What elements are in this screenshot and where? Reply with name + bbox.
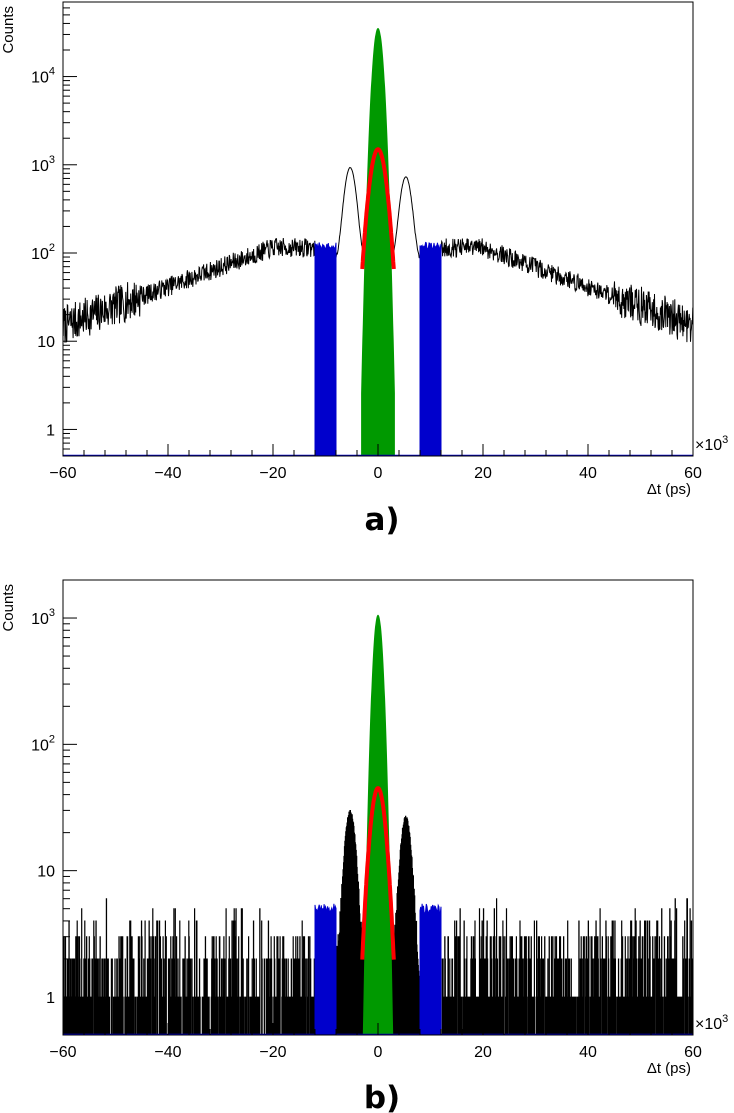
x-tick-label: −20 (259, 1044, 286, 1061)
plot-area (63, 614, 693, 1035)
y-tick-label: 10 (37, 334, 55, 351)
y-tick-label: 10 (37, 864, 55, 881)
background-window-2 (419, 241, 442, 456)
y-tick-label: 1 (46, 422, 55, 439)
x-tick-label: 20 (474, 1044, 492, 1061)
background-window-1 (314, 903, 337, 1035)
x-tick-label: 60 (684, 465, 702, 482)
x-tick-label: 40 (579, 465, 597, 482)
x-tick-label: −20 (259, 465, 286, 482)
y-axis-label: Counts (0, 584, 17, 632)
y-tick-label: 102 (31, 733, 55, 754)
background-window-1 (314, 241, 337, 456)
signal-window (361, 614, 395, 1035)
x-axis-label: Δt (ps) (647, 481, 691, 498)
x-tick-label: −60 (49, 465, 76, 482)
x-multiplier: ×103 (695, 1013, 728, 1033)
x-tick-label: −60 (49, 1044, 76, 1061)
y-tick-label: 102 (31, 242, 55, 263)
fit-curve (360, 786, 396, 960)
y-tick-label: 104 (31, 66, 55, 87)
x-tick-label: 0 (374, 465, 383, 482)
x-tick-label: −40 (154, 465, 181, 482)
x-tick-label: 60 (684, 1044, 702, 1061)
y-tick-label: 103 (31, 154, 55, 175)
panel-caption: a) (364, 502, 399, 538)
plot-area (63, 28, 693, 456)
x-axis-label: Δt (ps) (647, 1060, 691, 1077)
y-tick-label: 103 (31, 607, 55, 628)
panel-b: −60 −40 −20 0 20 40 60 ×103 Δt (ps) 1 10 102 103 Coun… (0, 579, 728, 1113)
background-window-2 (419, 903, 442, 1035)
y-tick-label: 1 (46, 990, 55, 1007)
y-axis-label: Counts (0, 6, 17, 54)
panel-caption: b) (364, 1080, 400, 1113)
x-multiplier: ×103 (695, 434, 728, 454)
x-tick-label: 0 (374, 1044, 383, 1061)
panel-a: −60 −40 −20 0 20 40 60 ×103 Δt (ps) 1 10 102 103 104 C… (0, 1, 728, 538)
x-tick-label: 40 (579, 1044, 597, 1061)
x-tick-label: 20 (474, 465, 492, 482)
fit-curve (360, 147, 396, 270)
signal-window (361, 28, 395, 456)
x-tick-label: −40 (154, 1044, 181, 1061)
